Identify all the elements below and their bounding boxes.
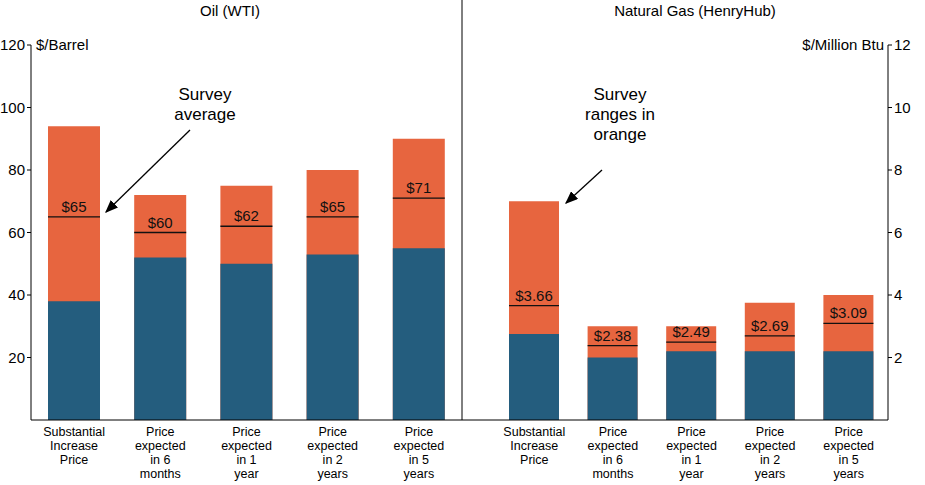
svg-text:in 5: in 5: [839, 453, 859, 467]
svg-text:$65: $65: [320, 198, 345, 215]
svg-text:expected: expected: [666, 439, 717, 453]
svg-text:expected: expected: [823, 439, 874, 453]
svg-text:in 5: in 5: [409, 453, 429, 467]
svg-text:$/Barrel: $/Barrel: [36, 36, 89, 53]
svg-text:Oil (WTI): Oil (WTI): [200, 2, 260, 19]
svg-text:$3.09: $3.09: [830, 304, 868, 321]
svg-text:year: year: [679, 467, 703, 481]
svg-text:year: year: [234, 467, 258, 481]
svg-text:Price: Price: [756, 425, 785, 439]
svg-text:6: 6: [894, 224, 902, 241]
svg-text:$71: $71: [406, 179, 431, 196]
svg-text:years: years: [833, 467, 864, 481]
svg-text:$/Million Btu: $/Million Btu: [802, 36, 884, 53]
svg-text:100: 100: [8, 99, 25, 116]
svg-text:in 1: in 1: [681, 453, 701, 467]
svg-text:Price: Price: [834, 425, 863, 439]
svg-text:8: 8: [894, 161, 902, 178]
svg-text:expected: expected: [307, 439, 358, 453]
svg-text:Price: Price: [520, 453, 549, 467]
svg-text:120: 120: [8, 36, 25, 53]
svg-text:years: years: [317, 467, 348, 481]
svg-text:2: 2: [894, 349, 902, 366]
svg-text:$2.38: $2.38: [594, 327, 632, 344]
svg-text:in 1: in 1: [236, 453, 256, 467]
svg-text:Price: Price: [318, 425, 347, 439]
svg-text:40: 40: [8, 286, 25, 303]
svg-text:Increase: Increase: [50, 439, 98, 453]
svg-text:$62: $62: [234, 207, 259, 224]
svg-text:expected: expected: [394, 439, 445, 453]
svg-text:Price: Price: [60, 453, 89, 467]
svg-text:in 6: in 6: [603, 453, 623, 467]
svg-text:10: 10: [894, 99, 911, 116]
svg-text:in 2: in 2: [760, 453, 780, 467]
svg-text:years: years: [755, 467, 786, 481]
svg-text:Increase: Increase: [510, 439, 558, 453]
svg-text:ranges in: ranges in: [585, 105, 655, 124]
svg-text:Substantial: Substantial: [43, 425, 105, 439]
svg-text:expected: expected: [588, 439, 639, 453]
svg-text:Price: Price: [405, 425, 434, 439]
svg-text:months: months: [592, 467, 633, 481]
svg-text:4: 4: [894, 286, 902, 303]
svg-text:Price: Price: [232, 425, 261, 439]
svg-text:20: 20: [8, 349, 25, 366]
svg-text:Survey: Survey: [179, 85, 232, 104]
svg-text:Price: Price: [677, 425, 706, 439]
svg-text:months: months: [140, 467, 181, 481]
svg-text:12: 12: [894, 36, 911, 53]
svg-text:$60: $60: [148, 214, 173, 231]
svg-text:Price: Price: [146, 425, 175, 439]
svg-text:in 6: in 6: [150, 453, 170, 467]
svg-text:expected: expected: [221, 439, 272, 453]
svg-text:$65: $65: [61, 198, 86, 215]
svg-text:orange: orange: [594, 125, 647, 144]
svg-text:Survey: Survey: [594, 85, 647, 104]
svg-text:$3.66: $3.66: [515, 287, 553, 304]
svg-text:$2.69: $2.69: [751, 317, 789, 334]
svg-text:expected: expected: [135, 439, 186, 453]
svg-text:Natural Gas (HenryHub): Natural Gas (HenryHub): [614, 2, 776, 19]
svg-text:60: 60: [8, 224, 25, 241]
svg-text:in 2: in 2: [323, 453, 343, 467]
svg-text:average: average: [174, 105, 235, 124]
svg-text:80: 80: [8, 161, 25, 178]
svg-text:expected: expected: [745, 439, 796, 453]
svg-text:Price: Price: [599, 425, 628, 439]
svg-text:years: years: [404, 467, 435, 481]
svg-text:Substantial: Substantial: [503, 425, 565, 439]
svg-text:$2.49: $2.49: [672, 323, 710, 340]
